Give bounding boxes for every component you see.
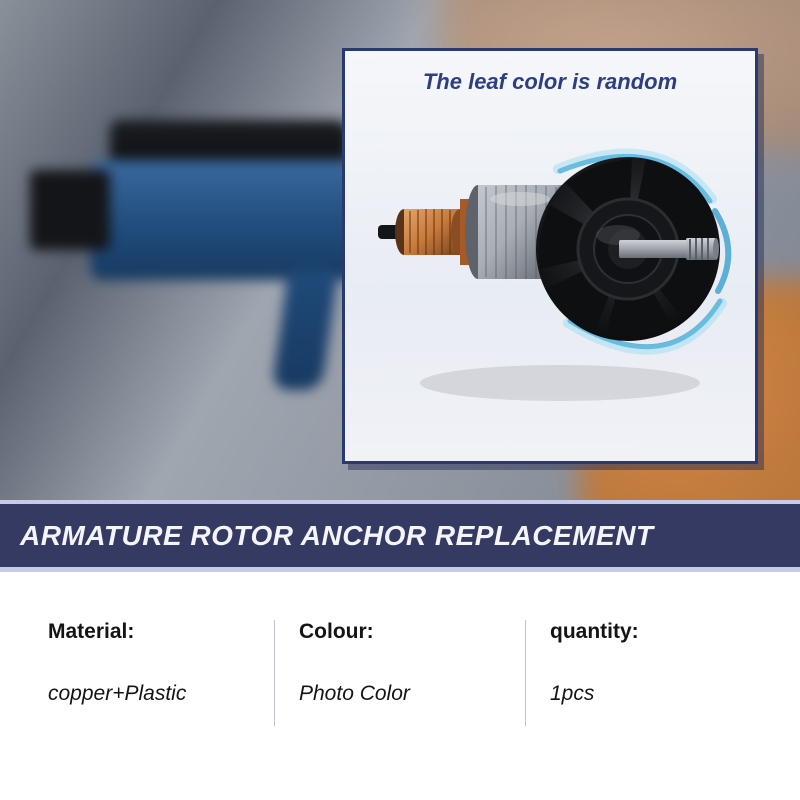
specs-table: Material: copper+Plastic Colour: Photo C… <box>0 572 800 726</box>
title-bar: ARMATURE ROTOR ANCHOR REPLACEMENT <box>0 500 800 572</box>
spec-col-material: Material: copper+Plastic <box>24 620 274 726</box>
spec-label: Material: <box>48 620 250 644</box>
spec-col-colour: Colour: Photo Color <box>274 620 525 726</box>
inset-caption: The leaf color is random <box>345 69 755 95</box>
spec-label: quantity: <box>550 620 752 644</box>
title-text: ARMATURE ROTOR ANCHOR REPLACEMENT <box>20 520 654 552</box>
spec-label: Colour: <box>299 620 501 644</box>
spec-value: 1pcs <box>550 682 752 706</box>
spec-value: Photo Color <box>299 682 501 706</box>
spec-col-quantity: quantity: 1pcs <box>525 620 776 726</box>
hero-background: The leaf color is random <box>0 0 800 500</box>
rotor-illustration <box>360 131 740 431</box>
product-inset-panel: The leaf color is random <box>342 48 758 464</box>
spec-value: copper+Plastic <box>48 682 250 706</box>
